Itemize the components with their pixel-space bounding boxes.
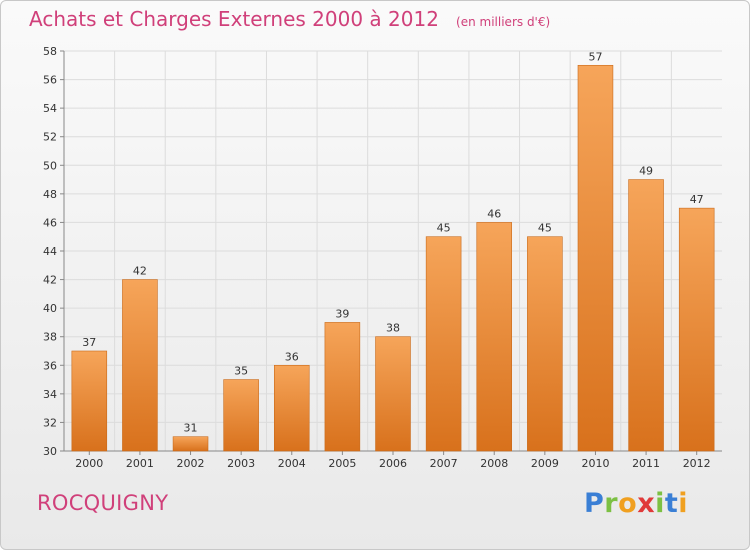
y-tick-label: 40 [43,302,57,315]
data-label-2010: 57 [588,50,602,63]
x-tick-label: 2005 [328,457,356,470]
data-label-2003: 35 [234,365,248,378]
bar-2011 [628,179,664,452]
logo-letter: r [604,488,619,519]
y-tick-label: 34 [43,388,57,401]
proxiti-logo: Proxiti [584,488,688,519]
bar-2009 [527,236,563,452]
logo-letter: o [618,488,638,519]
bar-2012 [678,207,715,452]
logo-letter: t [664,488,679,519]
x-tick-label: 2004 [278,457,306,470]
data-label-2011: 49 [639,165,653,178]
bar-2007 [425,236,462,452]
commune-name: ROCQUIGNY [37,491,169,515]
y-tick-label: 50 [43,159,57,172]
data-label-2000: 37 [82,336,96,349]
x-tick-label: 2009 [531,457,559,470]
x-tick-label: 2010 [581,457,609,470]
bar-2001 [122,279,158,452]
data-label-2012: 47 [690,193,704,206]
data-labels: 37 42 31 35 36 39 38 45 46 45 57 49 47 [82,50,703,434]
y-tick-label: 38 [43,331,57,344]
logo-letter: x [637,488,656,519]
x-tick-label: 2003 [227,457,255,470]
x-tick-label: 2002 [177,457,205,470]
y-tick-label: 52 [43,131,57,144]
data-label-2002: 31 [184,422,198,435]
bar-2002 [172,436,209,452]
bars [71,64,715,452]
axes: 30 32 34 36 38 40 42 44 46 48 50 52 54 56 58 2000 2001 20… [43,45,722,470]
x-tick-label: 2008 [480,457,508,470]
y-tick-label: 36 [43,359,57,372]
bar-2010 [577,64,614,452]
y-tick-label: 48 [43,188,57,201]
chart-title: Achats et Charges Externes 2000 à 2012 [29,7,439,31]
logo-letter: i [655,488,665,519]
chart-subtitle: (en milliers d'€) [456,15,551,29]
data-label-2009: 45 [538,222,552,235]
logo-letter: i [678,488,689,519]
x-tick-label: 2000 [75,457,103,470]
data-label-2005: 39 [335,307,349,320]
bar-2003 [223,379,259,452]
y-tick-label: 42 [43,274,57,287]
data-label-2004: 36 [285,350,299,363]
data-label-2001: 42 [133,265,147,278]
bar-2006 [375,336,411,452]
logo-letter: P [584,488,605,519]
bar-2000 [71,350,108,452]
bar-2008 [476,222,512,452]
data-label-2008: 46 [487,207,501,220]
data-label-2006: 38 [386,322,400,335]
data-label-2007: 45 [437,222,451,235]
x-tick-label: 2007 [430,457,458,470]
y-tick-label: 56 [43,74,57,87]
x-tick-label: 2001 [126,457,154,470]
x-tick-label: 2012 [683,457,711,470]
chart-header: Achats et Charges Externes 2000 à 2012 (… [29,7,550,31]
y-tick-label: 44 [43,245,57,258]
bar-2005 [324,322,361,452]
x-tick-label: 2011 [632,457,660,470]
y-tick-label: 32 [43,416,57,429]
y-tick-label: 58 [43,45,57,58]
y-tick-label: 30 [43,445,57,458]
y-tick-label: 54 [43,102,57,115]
y-tick-label: 46 [43,216,57,229]
x-tick-label: 2006 [379,457,407,470]
bar-2004 [274,364,310,452]
